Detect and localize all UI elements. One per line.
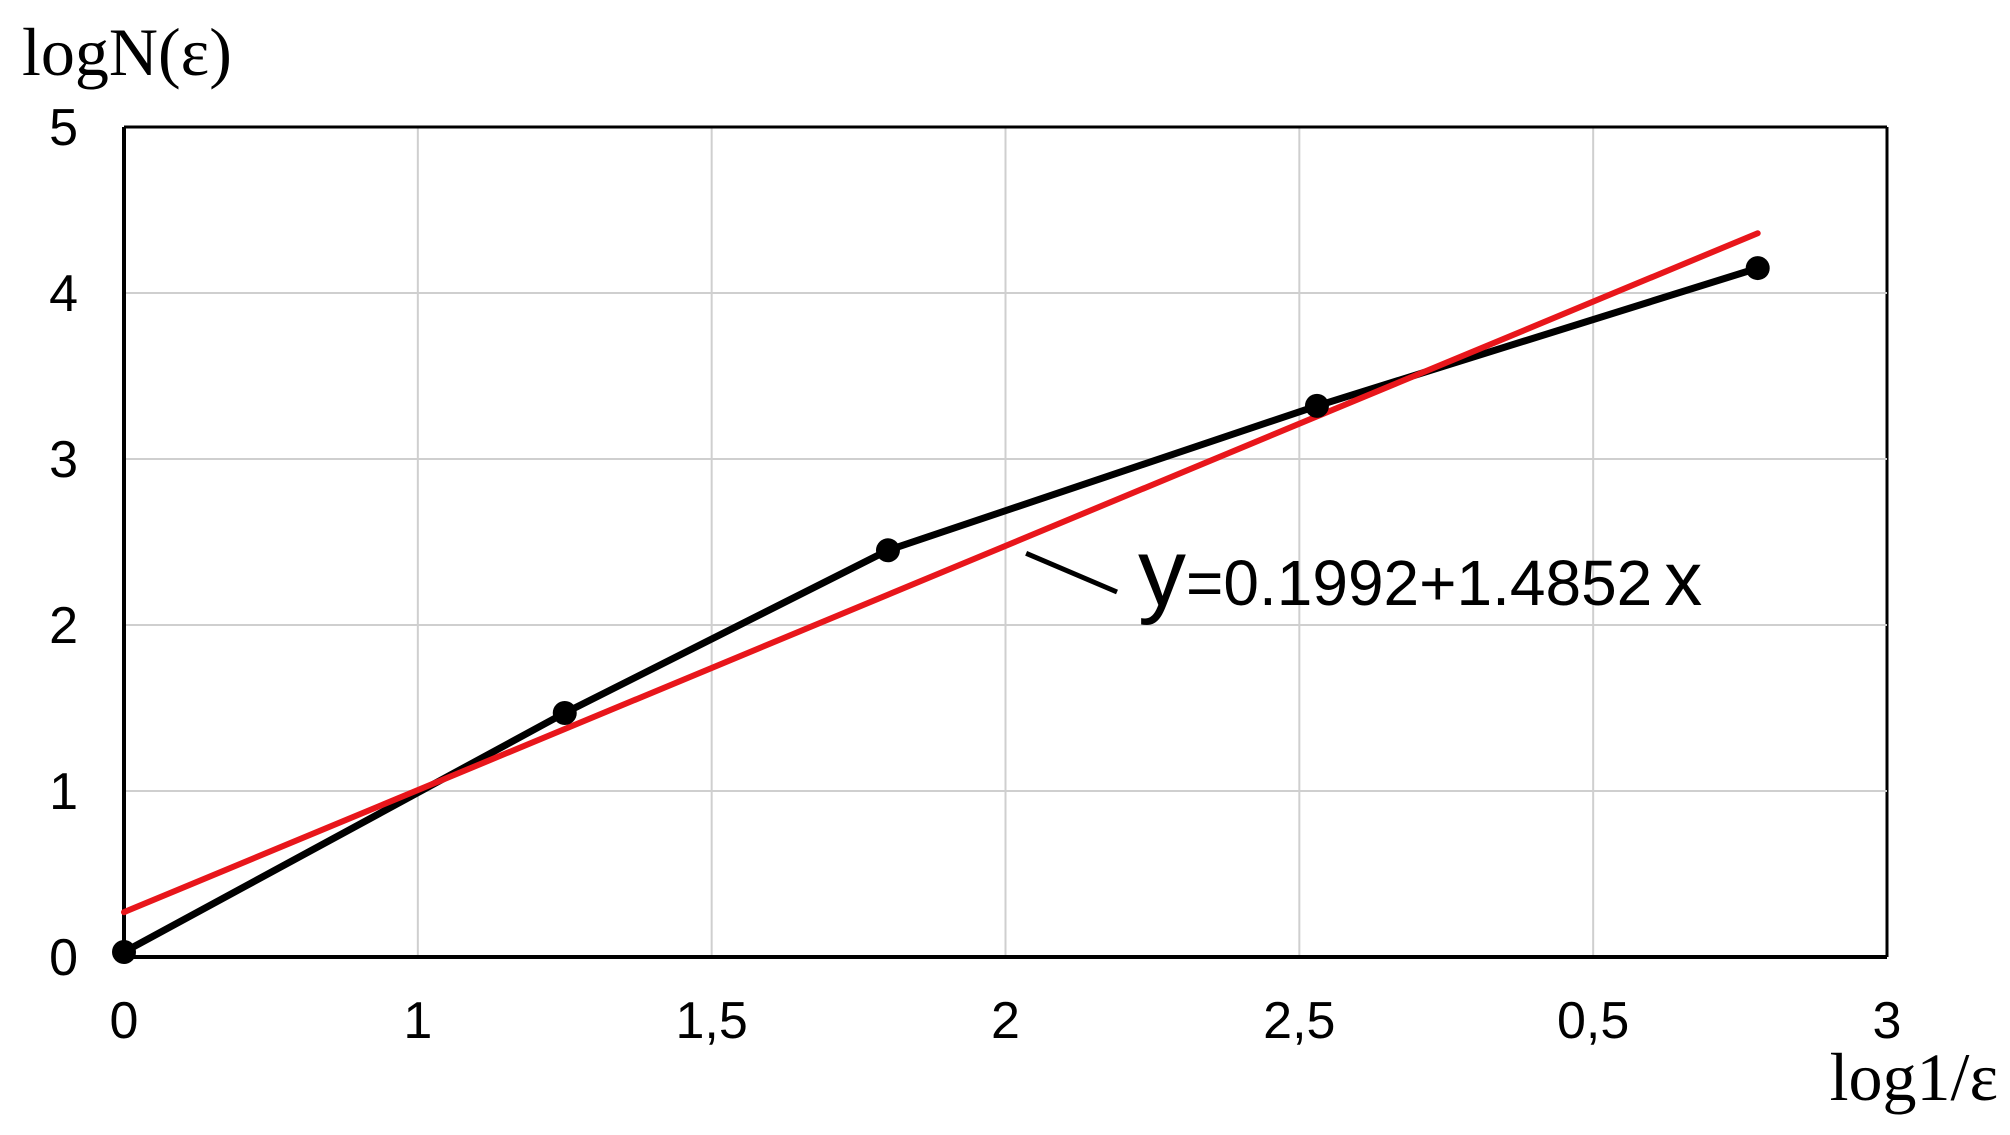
x-tick-label: 1,5 <box>676 992 748 1050</box>
y-tick-label: 2 <box>49 597 78 655</box>
x-tick-label: 2 <box>991 992 1020 1050</box>
data-point <box>875 538 900 563</box>
x-tick-label: 1 <box>403 992 432 1050</box>
equation-label: y=0.1992+1.4852 x <box>1138 519 1702 626</box>
x-axis-title: log1/ε <box>1830 1039 1998 1115</box>
tick-labels: 0 1 1,5 2 2,5 0,5 3 0 1 2 3 4 5 <box>49 99 1901 1050</box>
x-tick-label: 2,5 <box>1263 992 1335 1050</box>
data-point <box>1745 256 1770 281</box>
x-tick-label: 3 <box>1873 992 1902 1050</box>
y-tick-label: 0 <box>49 929 78 987</box>
equation-body: =0.1992+1.4852 <box>1186 547 1652 619</box>
y-axis-title: logN(ε) <box>22 14 232 90</box>
data-point <box>552 700 577 725</box>
y-tick-label: 3 <box>49 431 78 489</box>
equation-x: x <box>1664 537 1702 622</box>
annotation-pointer <box>1025 550 1118 595</box>
equation-annotation: y=0.1992+1.4852 x <box>1025 519 1702 626</box>
axes <box>122 127 1887 959</box>
series <box>112 230 1770 965</box>
y-tick-label: 4 <box>49 265 78 323</box>
x-tick-label: 0 <box>110 992 139 1050</box>
equation-y: y <box>1138 519 1186 626</box>
x-tick-label: 0,5 <box>1557 992 1629 1050</box>
y-tick-label: 1 <box>49 763 78 821</box>
fit-line <box>121 230 1761 916</box>
y-tick-label: 5 <box>49 99 78 157</box>
grid <box>124 125 1889 957</box>
data-point <box>112 940 136 965</box>
data-point <box>1304 393 1329 418</box>
